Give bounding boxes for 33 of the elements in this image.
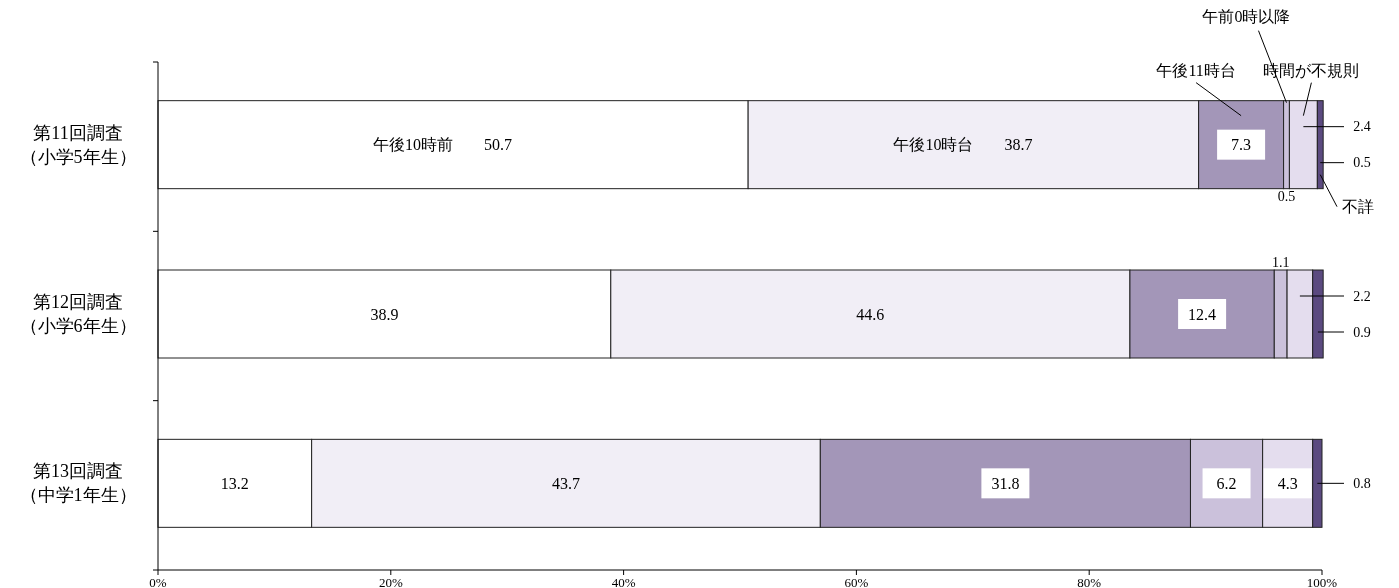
y-tick-label: 第11回調査（小学5年生） (19, 122, 137, 167)
text: 午前0時以降 (1202, 8, 1291, 26)
series-label: 午後10時前 (373, 136, 454, 154)
x-tick-label: 100% (1306, 574, 1338, 588)
x-tick-label: 40% (611, 574, 636, 588)
y-tick-label: 第13回調査（中学1年生） (19, 461, 137, 506)
data-label: 2.2 (1353, 288, 1371, 304)
data-label: 44.6 (856, 305, 885, 323)
data-label: 12.4 (1188, 305, 1217, 323)
data-label: 0.8 (1353, 475, 1371, 491)
series-label: 午後11時台 (1156, 62, 1236, 80)
y-tick-label: 第12回調査（小学6年生） (19, 292, 137, 336)
data-label: 43.7 (551, 474, 580, 492)
data-label: 4.3 (1277, 474, 1298, 492)
x-tick-label: 0% (149, 574, 167, 588)
data-label: 31.8 (991, 474, 1020, 492)
x-tick-label: 80% (1077, 574, 1102, 588)
data-label: 13.2 (220, 474, 249, 492)
x-tick-label: 20% (378, 574, 403, 588)
data-label: 0.9 (1353, 324, 1371, 340)
data-label: 38.9 (370, 305, 399, 323)
series-label: 午後10時台 (893, 136, 974, 154)
series-label: 不詳 (1342, 198, 1374, 216)
x-tick-label: 60% (844, 574, 869, 588)
data-label: 1.1 (1271, 254, 1290, 270)
data-label: 0.5 (1353, 155, 1371, 171)
series-label: 時間が不規則 (1263, 62, 1360, 80)
data-label: 6.2 (1216, 474, 1237, 492)
data-label: 0.5 (1277, 189, 1296, 205)
data-label: 50.7 (484, 136, 513, 154)
data-label: 2.4 (1353, 119, 1371, 135)
data-label: 38.7 (1004, 136, 1033, 154)
data-label: 7.3 (1231, 136, 1252, 154)
